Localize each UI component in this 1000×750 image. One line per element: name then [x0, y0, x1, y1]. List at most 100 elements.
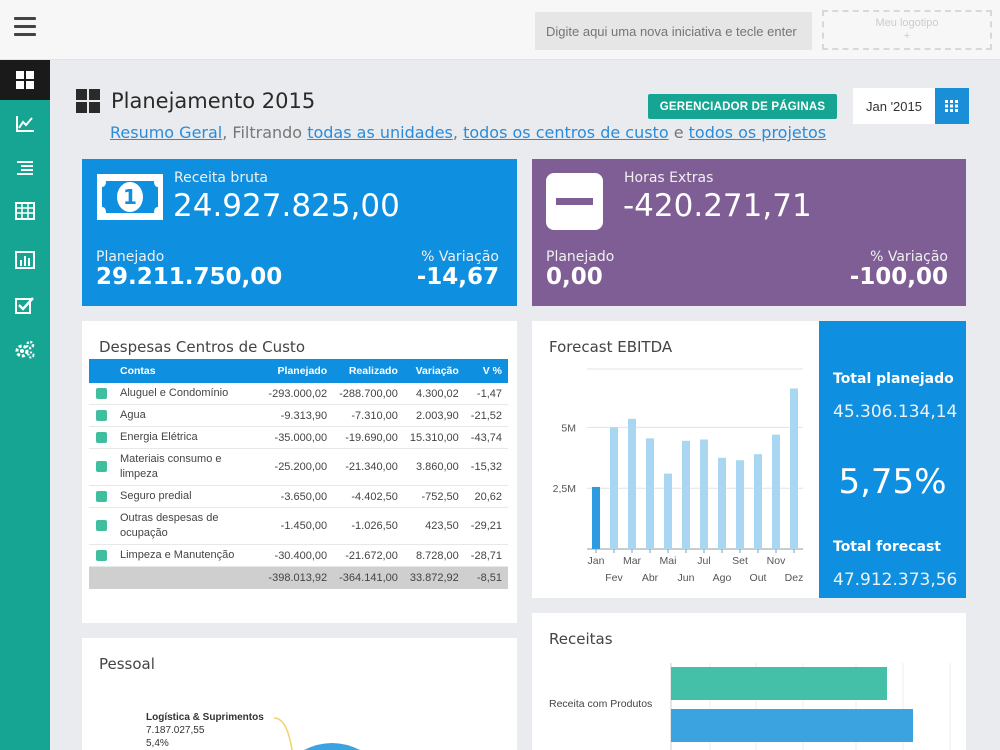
list-icon [17, 161, 33, 175]
receitas-title: Receitas [549, 630, 613, 648]
forecast-bar-jan[interactable] [592, 486, 600, 549]
logo-placeholder[interactable]: Meu logotipo + [822, 10, 992, 50]
forecast-bar-jun[interactable] [682, 440, 690, 549]
sidebar [0, 60, 50, 750]
cell-vpct: 20,62 [464, 485, 508, 508]
forecast-bar-jul[interactable] [700, 439, 708, 549]
kpi-receita-label: Receita bruta [174, 170, 269, 186]
total-cell-conta [89, 566, 263, 589]
total-cell-realizado: -364.141,00 [333, 566, 404, 589]
forecast-summary: Total planejado 45.306.134,14 5,75% Tota… [819, 321, 966, 598]
table-row[interactable]: Energia Elétrica -35.000,00 -19.690,00 15.3… [89, 426, 508, 449]
sidebar-item-list[interactable] [0, 148, 50, 188]
y-tick-label-5m: 5M [561, 422, 576, 434]
cell-conta: Materiais consumo e limpeza [89, 448, 263, 486]
table-row[interactable]: Limpeza e Manutenção -30.400,00 -21.672,00… [89, 544, 508, 567]
calendar-button[interactable] [935, 88, 969, 124]
x-tick-label-out: Out [750, 572, 767, 584]
initiative-input[interactable] [535, 12, 812, 50]
total-forecast-value: 47.912.373,56 [833, 570, 958, 590]
col-header-contas[interactable]: Contas [89, 359, 263, 383]
kpi-receita-plan-value: 29.211.750,00 [96, 264, 283, 290]
kpi-receita-plan-label: Planejado [96, 249, 165, 265]
forecast-bar-ago[interactable] [718, 457, 726, 549]
checkbox-icon [15, 297, 34, 314]
conta-label: Energia Elétrica [120, 431, 198, 443]
pessoal-panel: Pessoal Logística & Suprimentos 7.187.02… [82, 638, 517, 750]
logo-placeholder-plus: + [903, 30, 911, 42]
projetos-filter-link[interactable]: todos os projetos [688, 123, 827, 142]
sidebar-item-reports[interactable] [0, 240, 50, 280]
col-header-variacao[interactable]: Variação [403, 359, 465, 383]
cell-planejado: -293.000,02 [262, 383, 334, 405]
unidades-filter-link[interactable]: todas as unidades [307, 123, 453, 142]
sidebar-item-settings[interactable] [0, 330, 50, 370]
month-selector[interactable]: Jan '2015 [853, 88, 941, 124]
forecast-bar-mar[interactable] [628, 418, 636, 549]
table-row[interactable]: Agua -9.313,90 -7.310,00 2.003,90 -21,52 [89, 404, 508, 427]
page-grid-icon [76, 89, 100, 113]
page-manager-button[interactable]: GERENCIADOR DE PÁGINAS [648, 94, 837, 119]
series-square-icon [96, 520, 107, 531]
forecast-bar-nov[interactable] [772, 434, 780, 549]
forecast-bar-set[interactable] [736, 460, 744, 549]
total-planejado-value: 45.306.134,14 [833, 402, 958, 422]
cell-planejado: -9.313,90 [262, 404, 334, 427]
receitas-bar-2 [671, 709, 913, 742]
conta-label: Materiais consumo e limpeza [120, 453, 222, 480]
pie-slice-value: 7.187.027,55 [146, 725, 205, 736]
series-square-icon [96, 490, 107, 502]
series-square-icon [96, 461, 107, 472]
forecast-bar-dez[interactable] [790, 388, 798, 549]
series-square-icon [96, 549, 107, 561]
conta-label: Outras despesas de ocupação [120, 512, 219, 539]
conta-label: Aluguel e Condomínio [120, 387, 229, 399]
logo-placeholder-text: Meu logotipo [875, 17, 939, 29]
table-row[interactable]: Outras despesas de ocupação -1.450,00 -1.0… [89, 507, 508, 545]
sidebar-item-tasks[interactable] [0, 285, 50, 325]
series-square-icon [96, 431, 107, 443]
cell-vpct: -1,47 [464, 383, 508, 405]
x-tick-label-jan: Jan [588, 555, 605, 567]
page-title: Planejamento 2015 [111, 89, 316, 113]
col-header-vpct[interactable]: V % [464, 359, 508, 383]
cell-conta: Outras despesas de ocupação [89, 507, 263, 545]
sidebar-item-charts[interactable] [0, 104, 50, 144]
despesas-header-row: Contas Planejado Realizado Variação V % [89, 359, 508, 383]
kpi-horas-plan-value: 0,00 [546, 264, 603, 290]
hamburger-menu-icon[interactable] [14, 17, 36, 39]
total-cell-planejado: -398.013,92 [262, 566, 334, 589]
despesas-panel: Despesas Centros de Custo Contas Planeja… [82, 321, 517, 623]
kpi-receita-var-label: % Variação [421, 249, 499, 265]
cell-vpct: -28,71 [464, 544, 508, 567]
sidebar-item-dashboard[interactable] [0, 60, 50, 100]
cell-variacao: 15.310,00 [403, 426, 465, 449]
money-bill-icon: 1 [97, 174, 163, 220]
table-row[interactable]: Materiais consumo e limpeza -25.200,00 -21… [89, 448, 508, 486]
forecast-bar-out[interactable] [754, 454, 762, 549]
resumo-geral-link[interactable]: Resumo Geral [110, 123, 223, 142]
receitas-chart: Receita com Produtos [549, 663, 951, 750]
total-cell-variacao: 33.872,92 [403, 566, 465, 589]
forecast-bar-mai[interactable] [664, 473, 672, 549]
receitas-bar-1 [671, 667, 887, 700]
col-header-planejado[interactable]: Planejado [262, 359, 334, 383]
col-header-realizado[interactable]: Realizado [333, 359, 404, 383]
forecast-bar-fev[interactable] [610, 427, 618, 549]
series-square-icon [96, 409, 107, 421]
sidebar-item-table[interactable] [0, 191, 50, 231]
conta-label: Limpeza e Manutenção [120, 549, 235, 561]
table-total-row: -398.013,92 -364.141,00 33.872,92 -8,51 [89, 566, 508, 589]
forecast-percentage: 5,75% [838, 462, 947, 502]
calendar-grid-icon [945, 100, 958, 112]
forecast-title: Forecast EBITDA [549, 338, 673, 356]
gears-icon [15, 340, 35, 359]
table-row[interactable]: Aluguel e Condomínio -293.000,02 -288.700,… [89, 383, 508, 405]
forecast-bar-abr[interactable] [646, 438, 654, 549]
table-row[interactable]: Seguro predial -3.650,00 -4.402,50 -752,50 2… [89, 485, 508, 508]
x-tick-label-dez: Dez [785, 572, 804, 584]
total-forecast-label: Total forecast [833, 539, 942, 555]
conta-label: Seguro predial [120, 490, 192, 502]
centros-custo-filter-link[interactable]: todos os centros de custo [463, 123, 669, 142]
